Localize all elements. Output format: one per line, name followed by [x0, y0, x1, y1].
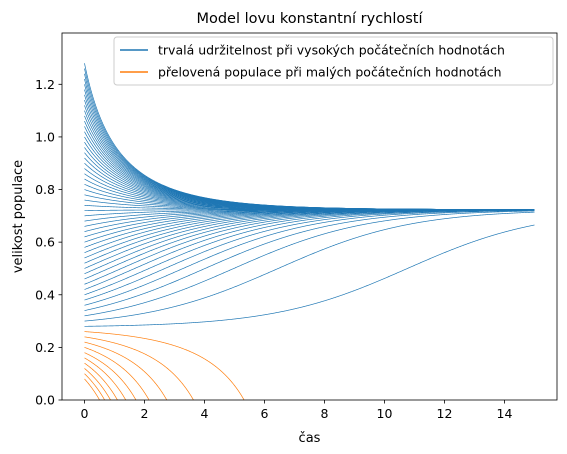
plot-frame: [61, 32, 558, 401]
series-0-line-1: [84, 211, 535, 322]
x-tick-label: 2: [141, 406, 149, 421]
series-1-line-0: [84, 378, 100, 401]
y-tick-label: 0.0: [35, 393, 55, 408]
series-1-line-8: [84, 336, 194, 401]
legend-label-overharvested: přelovená populace při malých počátečníc…: [158, 65, 502, 80]
x-tick-label: 4: [201, 406, 209, 421]
y-axis-label: velikost populace: [11, 160, 26, 273]
x-tick-label: 0: [81, 406, 89, 421]
series-1-line-6: [84, 347, 150, 401]
series-0-line-4: [84, 209, 535, 306]
y-tick-label: 1.2: [35, 77, 55, 92]
series-0-line-0: [84, 224, 535, 327]
series-0-line-2: [84, 210, 535, 317]
y-tick-label: 0.4: [35, 287, 55, 302]
legend-box: [113, 36, 554, 86]
legend: trvalá udržitelnost při vysokých počáteč…: [113, 36, 554, 86]
series-1-line-7: [84, 341, 168, 401]
series-0-line-3: [84, 210, 535, 311]
series-1-line-1: [84, 373, 105, 401]
x-tick-label: 6: [261, 406, 269, 421]
x-tick-label: 14: [497, 406, 513, 421]
x-tick-label: 12: [437, 406, 453, 421]
y-tick-label: 0.6: [35, 235, 55, 250]
legend-label-sustainable: trvalá udržitelnost při vysokých počáteč…: [158, 43, 505, 58]
x-tick-label: 10: [377, 406, 393, 421]
x-axis-ticks: 0 2 4 6 8 10 12 14: [81, 400, 513, 421]
chart-title: Model lovu konstantní rychlostí: [196, 11, 423, 27]
series-1-line-5: [84, 352, 137, 401]
y-tick-label: 0.2: [35, 340, 55, 355]
y-tick-label: 1.0: [35, 129, 55, 144]
plot-lines: [84, 63, 535, 401]
series-1-line-9: [84, 331, 245, 401]
series-1-line-2: [84, 368, 111, 401]
series-1-line-3: [84, 362, 118, 401]
series-1-line-4: [84, 357, 127, 401]
series-0-line-50: [84, 63, 535, 210]
x-axis-label: čas: [299, 431, 321, 446]
x-tick-label: 8: [321, 406, 329, 421]
y-tick-label: 0.8: [35, 182, 55, 197]
y-axis-ticks: 0.0 0.2 0.4 0.6 0.8 1.0 1.2: [35, 77, 62, 408]
